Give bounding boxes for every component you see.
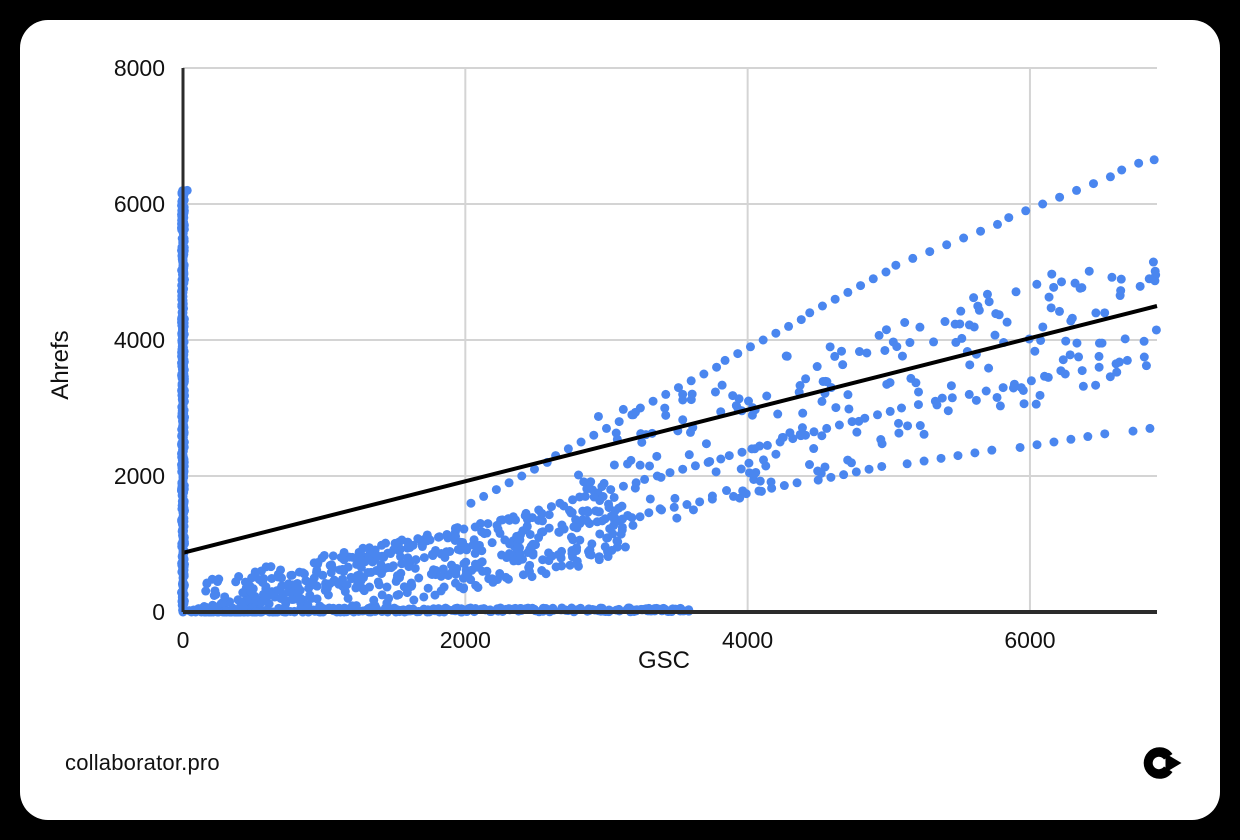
x-axis-title: GSC (638, 647, 690, 674)
y-tick-label: 4000 (114, 327, 165, 353)
y-tick-label: 0 (152, 599, 165, 625)
y-tick-labels: 0 2000 4000 6000 8000 (114, 55, 165, 625)
y-axis-title: Ahrefs (47, 330, 74, 399)
trendline (182, 304, 1158, 555)
y-tick-label: 6000 (114, 191, 165, 217)
x-tick-labels: 0 2000 4000 6000 (177, 627, 1056, 653)
scatter-points (177, 155, 1161, 617)
gridlines (183, 67, 1157, 612)
collaborator-logo-icon (1140, 744, 1182, 782)
x-tick-label: 2000 (440, 627, 491, 653)
x-tick-label: 0 (177, 627, 190, 653)
y-tick-label: 8000 (114, 55, 165, 81)
brand-label: collaborator.pro (65, 750, 220, 775)
axis-spines (181, 68, 1157, 614)
card-footer: collaborator.pro (20, 720, 1220, 820)
y-tick-label: 2000 (114, 463, 165, 489)
x-tick-label: 4000 (722, 627, 773, 653)
x-tick-label: 6000 (1004, 627, 1055, 653)
chart-card: 0 2000 4000 6000 0 2000 4000 6000 8000 GSC Ahre… (20, 20, 1220, 820)
scatter-chart: 0 2000 4000 6000 0 2000 4000 6000 8000 GSC Ahre… (20, 20, 1220, 720)
chart-svg: 0 2000 4000 6000 0 2000 4000 6000 8000 GSC Ahre… (47, 55, 1161, 674)
